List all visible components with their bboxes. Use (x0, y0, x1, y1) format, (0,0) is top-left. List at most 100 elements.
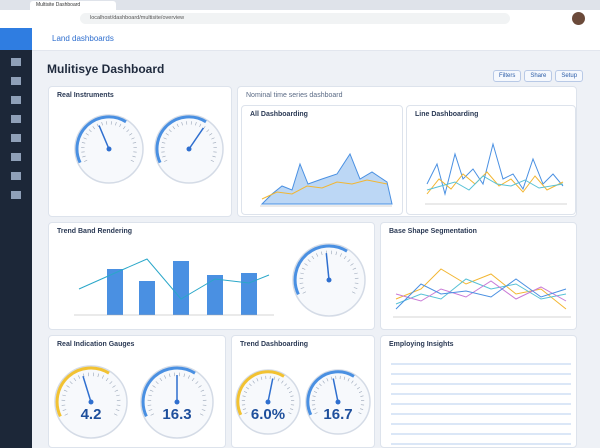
gauge-tick (343, 255, 347, 260)
toolbar-button[interactable]: Share (524, 70, 553, 82)
data-table (391, 358, 571, 446)
gauge-hub (335, 399, 341, 405)
gauge-tick (244, 412, 248, 415)
gauge-tick (330, 376, 333, 380)
panel-title: Real Instruments (57, 92, 114, 99)
gauge-tick (119, 123, 122, 128)
panel: Real Indication Gauges 4.2 16.3 (48, 335, 226, 448)
panel: Trend Band Rendering (48, 222, 375, 330)
gauge-tick (132, 142, 137, 144)
gauge-hub (265, 399, 271, 405)
gauge-tick (172, 126, 175, 130)
gauge-tick (302, 291, 307, 294)
toolbar-button[interactable]: Setup (555, 70, 584, 82)
gauge-tick (201, 409, 206, 411)
gauge-tick (88, 129, 92, 133)
gauge-tick (155, 381, 159, 385)
panel-title: Line Dashboarding (415, 111, 479, 118)
gauge-tick (97, 373, 100, 378)
tab[interactable]: Multisite Dashboard (30, 1, 116, 10)
gauge-tick (354, 383, 358, 387)
gauge-tick (242, 408, 247, 410)
gauge-tick (149, 389, 154, 392)
gauge-tick (316, 253, 319, 257)
gauge-tick (181, 122, 183, 126)
gauge-tick (85, 133, 89, 136)
gauge-tick (176, 123, 179, 128)
gauge-tick (82, 155, 86, 158)
app-header: Land dashboards (32, 28, 600, 51)
gauge-tick (163, 137, 167, 140)
profile-avatar[interactable] (572, 12, 585, 25)
address-bar[interactable]: localhost/dashboard/multisite/overview (80, 13, 510, 24)
gauge-tick (78, 375, 81, 379)
gauge-tick (200, 389, 205, 392)
gauge-tick (347, 259, 351, 263)
gauge-tick (150, 413, 155, 416)
gauge-value: 4.2 (80, 406, 102, 423)
gauge-tick (300, 287, 305, 289)
gauge-tick (202, 394, 206, 397)
gauge-hub (186, 146, 192, 152)
gauge-tick (311, 255, 315, 260)
gauge-tick (313, 391, 318, 393)
gauge-tick (320, 251, 323, 256)
gauge-tick (347, 378, 350, 382)
nav-icons[interactable] (11, 58, 21, 208)
gauge-tick (83, 137, 87, 140)
gauge-tick (187, 375, 190, 379)
gauge-arc (75, 115, 127, 164)
gauge-tick (164, 375, 167, 379)
gauge-tick (62, 394, 66, 397)
logo[interactable] (0, 28, 32, 50)
gauge-tick (96, 123, 99, 128)
gauge-tick (101, 122, 103, 126)
gauge-tick (115, 409, 120, 411)
area-chart (260, 152, 393, 207)
gauge-tick (63, 389, 68, 392)
gauge-tick (301, 267, 306, 270)
gauge-tick (314, 412, 318, 415)
app-name: Land dashboards (52, 34, 114, 43)
gauge-tick (351, 380, 354, 384)
gauge-tick (183, 373, 186, 378)
gauge-tick (211, 137, 215, 140)
toolbar-button[interactable]: Filters (493, 70, 522, 82)
gauge-tick (84, 159, 88, 162)
gauge-arc (55, 366, 110, 418)
gauge-tick (148, 394, 152, 397)
page-title: Mulitisye Dashboard (47, 62, 165, 76)
gauge-hub (106, 146, 112, 152)
gauge-tick (162, 155, 166, 158)
gauge-tick (312, 395, 316, 397)
gauge-tick (114, 389, 119, 392)
address-bar-row: localhost/dashboard/multisite/overview (0, 10, 600, 29)
gauge-needle (98, 125, 110, 150)
gauge-tick (164, 159, 168, 162)
sidebar (0, 28, 32, 448)
panel-title: Real Indication Gauges (57, 341, 135, 348)
panel: Trend Dashboarding 6.0% 16.7 (231, 335, 375, 448)
gauge-tick (195, 122, 197, 126)
gauge-tick (101, 375, 104, 379)
gauge-tick (159, 377, 163, 382)
gauge-tick (62, 409, 67, 411)
gauge-tick (289, 408, 294, 410)
gauge-tick (126, 129, 130, 133)
panel: Employing Insights (380, 335, 577, 448)
multi-line-chart (393, 268, 571, 318)
gauge-value: 6.0% (250, 406, 286, 423)
gauge-hub (88, 399, 94, 405)
panel-title: Trend Dashboarding (240, 341, 309, 348)
gauge-tick (290, 395, 294, 397)
gauge-tick (73, 377, 77, 382)
gauge-tick (148, 409, 153, 411)
line-chart (425, 142, 567, 205)
gauge-arc (141, 366, 196, 418)
gauge-tick (123, 126, 126, 130)
gauge-tick (81, 142, 86, 144)
gauge-tick (199, 413, 204, 416)
gauge-tick (129, 133, 133, 136)
gauge-tick (353, 287, 358, 289)
panel-title: Nominal time series dashboard (246, 92, 343, 99)
